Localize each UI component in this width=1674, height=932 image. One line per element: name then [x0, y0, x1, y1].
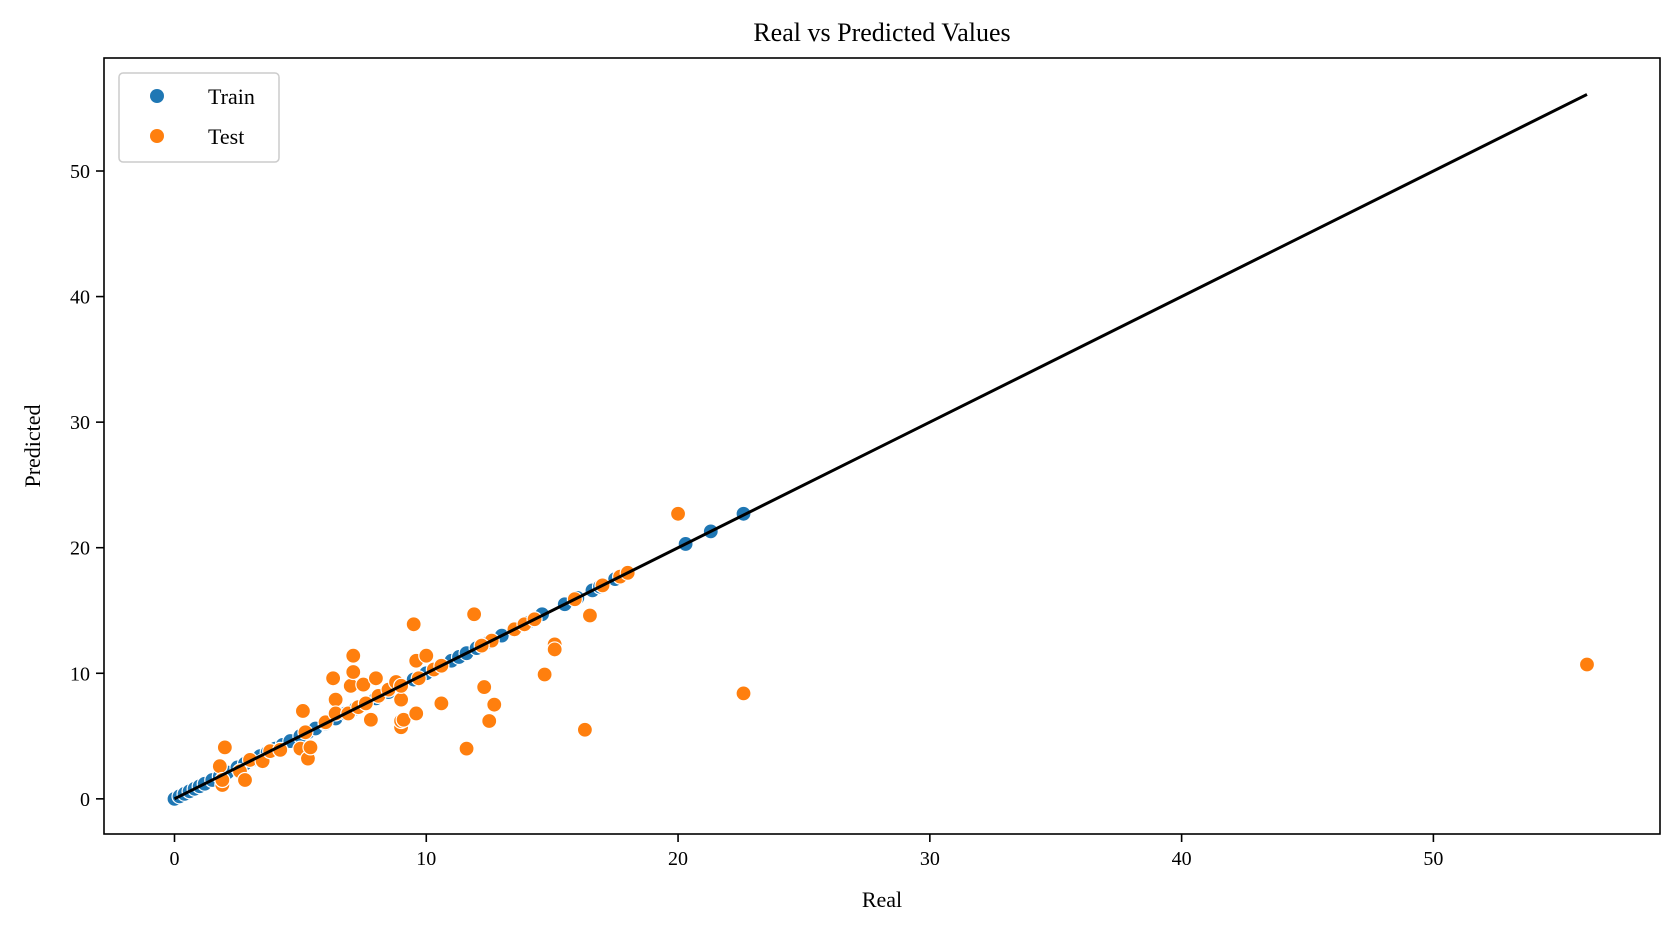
y-tick-label: 30	[70, 412, 90, 434]
test-point	[1578, 656, 1596, 673]
test-point	[345, 663, 362, 681]
test-point	[211, 758, 228, 775]
y-axis-ticks: 0 10 20 30 40 50	[70, 161, 104, 811]
y-tick-label: 10	[70, 663, 90, 685]
test-point	[294, 702, 312, 720]
test-point	[458, 740, 475, 757]
test-point	[327, 691, 344, 708]
test-point	[669, 505, 687, 522]
test-point	[466, 606, 483, 623]
test-point	[546, 641, 563, 658]
y-tick-label: 20	[70, 538, 90, 560]
test-point	[302, 739, 319, 756]
test-point	[418, 647, 435, 664]
test-point	[367, 670, 385, 687]
x-tick-label: 30	[920, 848, 940, 870]
legend-label-test: Test	[208, 124, 244, 149]
test-point	[581, 607, 599, 624]
test-point	[236, 771, 254, 789]
x-tick-label: 40	[1172, 848, 1192, 870]
legend-box	[118, 72, 280, 163]
test-point	[433, 695, 450, 712]
plot-frame	[103, 57, 1661, 835]
test-point	[362, 711, 379, 728]
y-tick-label: 40	[70, 287, 90, 309]
reference-line	[173, 93, 1588, 801]
test-point	[576, 721, 593, 738]
test-point	[536, 666, 553, 683]
y-axis-title: Predicted	[20, 404, 45, 487]
test-point	[325, 670, 342, 687]
test-point	[735, 685, 752, 702]
y-tick-label: 0	[80, 789, 90, 811]
y-tick-label: 50	[70, 161, 90, 183]
legend-label-train: Train	[208, 84, 255, 109]
test-point	[393, 691, 410, 708]
chart-title: Real vs Predicted Values	[753, 18, 1010, 47]
plot-area	[166, 93, 1596, 807]
x-tick-label: 20	[668, 848, 688, 870]
legend: Train Test	[118, 72, 280, 163]
test-point	[345, 647, 362, 664]
x-tick-label: 10	[416, 848, 436, 870]
x-tick-label: 50	[1423, 848, 1443, 870]
legend-marker-train	[150, 89, 164, 103]
x-axis-title: Real	[862, 887, 902, 912]
x-tick-label: 0	[169, 848, 179, 870]
test-point	[481, 712, 498, 730]
x-axis-ticks: 0 10 20 30 40 50	[169, 834, 1443, 870]
test-point	[486, 696, 503, 713]
test-point	[408, 705, 425, 722]
test-point	[405, 616, 422, 633]
test-point	[476, 678, 493, 696]
legend-marker-test	[150, 129, 164, 143]
test-point	[216, 739, 233, 756]
